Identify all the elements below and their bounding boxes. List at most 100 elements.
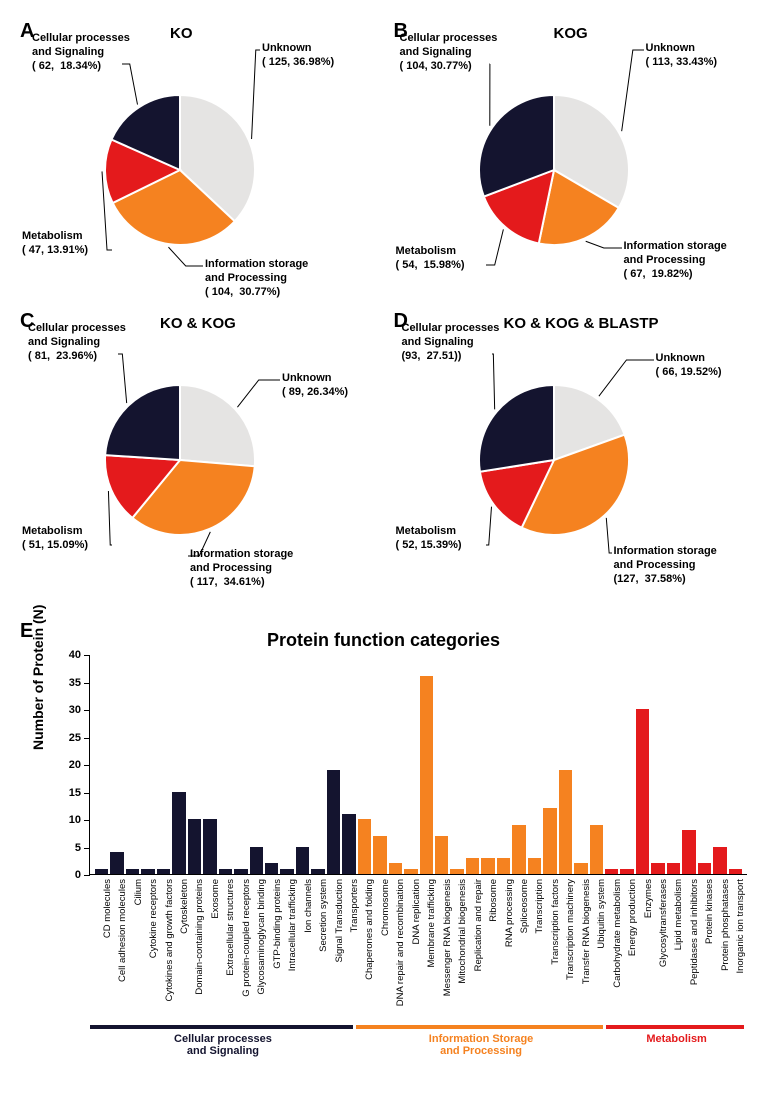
bar-information [574,863,587,874]
pie-slice-label: Cellular processes and Signaling ( 104, … [400,32,498,73]
x-label: Lipid metabolism [666,875,681,1025]
x-axis-labels: CD moleculesCell adhesion moleculesCiliu… [90,875,747,1025]
x-label: CD molecules [94,875,109,1025]
pie-slice-label: Unknown ( 113, 33.43%) [646,42,718,70]
x-label: Ubiquitin system [589,875,604,1025]
pie-slice-label: Information storage and Processing ( 117… [190,548,293,589]
bar-cellular [234,869,247,875]
x-label: Cytokines and growth factors [156,875,171,1025]
bar-cellular [203,819,216,874]
bar-cellular [172,792,185,875]
bar-cellular [188,819,201,874]
bar-information [373,836,386,875]
group-line-information [356,1025,603,1029]
x-label: Messenger RNA biogenesis [434,875,449,1025]
pie-slice-label: Metabolism ( 51, 15.09%) [22,525,88,553]
leader-line [486,229,503,265]
x-label: Membrane trafficking [419,875,434,1025]
pie-panel-c: CKO & KOGUnknown ( 89, 26.34%)Informatio… [20,310,374,590]
bar-information [590,825,603,875]
x-label: Replication and repair [465,875,480,1025]
bar-information [450,869,463,875]
bar-metabolism [729,869,742,875]
group-line-metabolism [606,1025,744,1029]
pie-slice-label: Information storage and Processing ( 104… [205,258,308,299]
x-label: Energy production [619,875,634,1025]
y-tick [84,875,90,876]
pie-slice-label: Metabolism ( 54, 15.98%) [396,245,465,273]
bar-metabolism [620,869,633,875]
x-label: RNA processing [496,875,511,1025]
bar-information [404,869,417,875]
x-label: Transcription machinery [558,875,573,1025]
x-label: Spliceosome [511,875,526,1025]
pie-slice-label: Unknown ( 89, 26.34%) [282,372,348,400]
leader-line [168,247,203,266]
x-label: Carbohydrate metabolism [604,875,619,1025]
bar-cellular [219,869,232,875]
x-label: Cell adhesion molecules [109,875,124,1025]
bar-metabolism [682,830,695,874]
bar-information [389,863,402,874]
pie-slice-label: Information storage and Processing ( 67,… [624,240,727,281]
x-label: Ribosome [480,875,495,1025]
y-tick-label: 25 [69,732,81,744]
pie-slice-cellular [105,385,180,460]
y-tick-label: 10 [69,814,81,826]
bar-cellular [296,847,309,875]
y-tick-label: 40 [69,649,81,661]
x-label: Chromosome [372,875,387,1025]
y-axis: 0510152025303540 [60,655,90,875]
x-label: Glycosyltransferases [650,875,665,1025]
bar-cellular [342,814,355,875]
bar-metabolism [636,709,649,874]
pie-slice-label: Metabolism ( 52, 15.39%) [396,525,462,553]
bar-cellular [327,770,340,875]
bar-plot-area [90,655,747,875]
bar-cellular [265,863,278,874]
bar-metabolism [651,863,664,874]
leader-line [606,518,612,553]
leader-line [621,50,643,131]
x-label: Domain-containing proteins [187,875,202,1025]
bar-information [435,836,448,875]
x-label: Ion channels [295,875,310,1025]
group-label-cellular: Cellular processes and Signaling [90,1033,356,1057]
y-axis-label: Number of Protein (N) [30,605,46,750]
x-label: Enzymes [635,875,650,1025]
leader-line [237,380,280,407]
bar-cellular [110,852,123,874]
bar-information [543,808,556,874]
pie-slice-unknown [180,385,255,466]
x-label: DNA repair and recombination [388,875,403,1025]
x-label: G protein-coupled receptors [233,875,248,1025]
bar-metabolism [605,869,618,875]
x-label: Transcription [527,875,542,1025]
x-label: Signal Transduction [326,875,341,1025]
leader-line [486,507,491,545]
bar-information [497,858,510,875]
bar-information [466,858,479,875]
leader-line [585,241,621,248]
pie-slice-label: Cellular processes and Signaling (93, 27… [402,322,500,363]
leader-line [108,491,112,545]
group-line-cellular [90,1025,353,1029]
group-label-metabolism: Metabolism [606,1033,747,1045]
x-label: DNA replication [403,875,418,1025]
x-label: Transporters [341,875,356,1025]
x-label: Secretion system [310,875,325,1025]
x-label: Cytokine receptors [140,875,155,1025]
x-label: Protein kinases [697,875,712,1025]
bar-information [512,825,525,875]
x-label: Inorganic ion transport [728,875,743,1025]
bar-cellular [141,869,154,875]
bar-information [481,858,494,875]
y-tick-label: 30 [69,704,81,716]
pie-slice-label: Cellular processes and Signaling ( 62, 1… [32,32,130,73]
x-label: Mitochondrial biogenesis [449,875,464,1025]
y-tick-label: 5 [75,842,81,854]
category-group-bars: Cellular processes and SignalingInformat… [90,1025,747,1065]
bar-metabolism [698,863,711,874]
bar-cellular [157,869,170,875]
bar-cellular [95,869,108,875]
